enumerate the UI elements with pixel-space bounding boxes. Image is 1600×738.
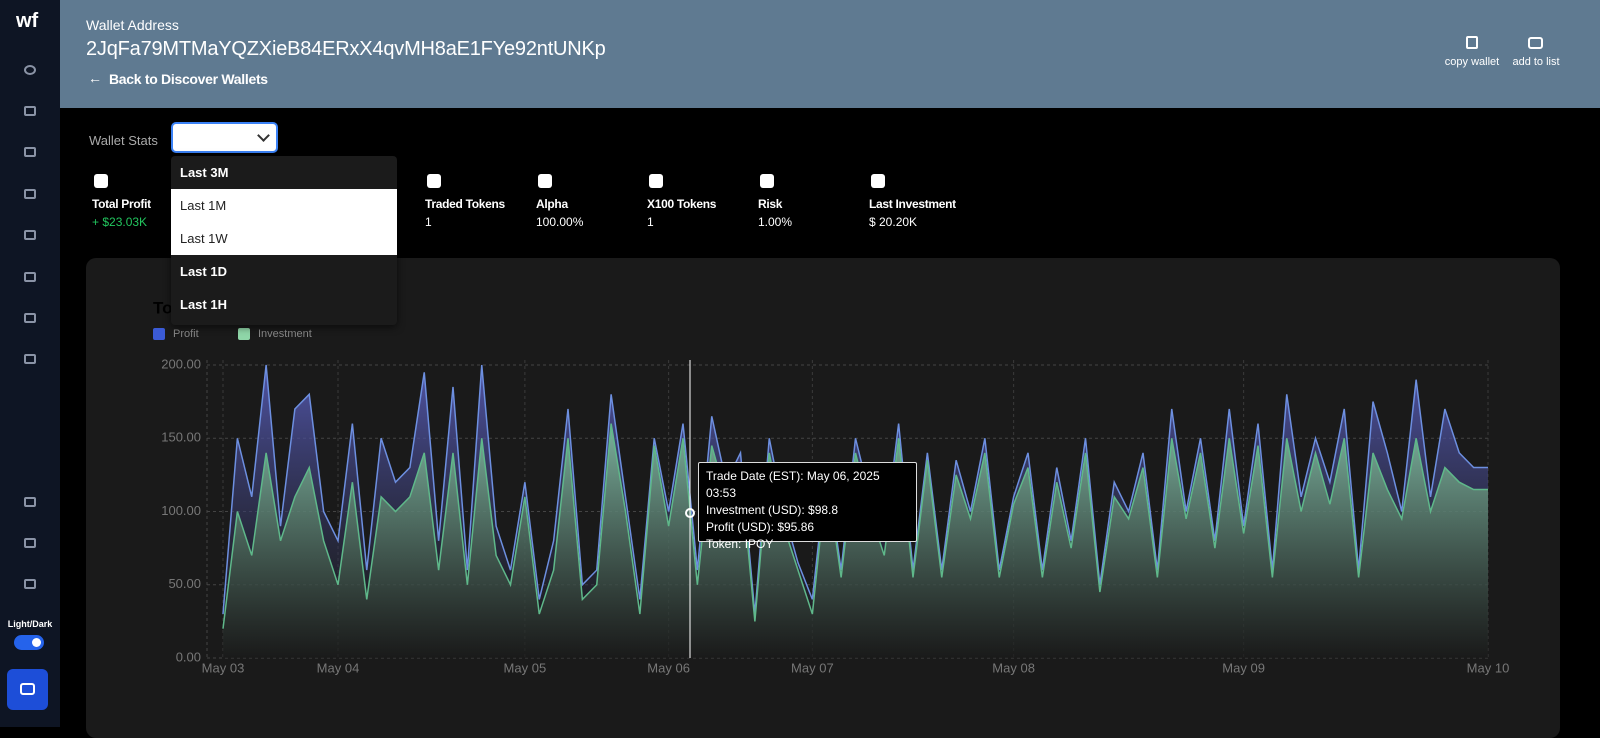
stat-label: Total Profit	[92, 197, 151, 211]
nav-icon[interactable]	[24, 497, 36, 507]
period-menu: Last 3M Last 1M Last 1W Last 1D Last 1H	[171, 156, 397, 325]
line	[222, 423, 1488, 629]
line	[222, 364, 1488, 615]
nav-icon[interactable]	[24, 230, 36, 240]
stat-value: + $23.03K	[92, 215, 148, 229]
add-to-list[interactable]: add to list	[1512, 56, 1560, 68]
stat-label: Risk	[758, 197, 783, 211]
header-label: Wallet Address	[86, 17, 179, 33]
stat-label: Last Investment	[869, 197, 956, 211]
tooltip-line: Profit (USD): $95.86	[706, 520, 815, 534]
copy-wallet[interactable]: copy wallet	[1444, 56, 1500, 68]
theme-label: Light/Dark	[7, 619, 53, 629]
period-select[interactable]	[171, 122, 278, 153]
tooltip: Trade Date (EST): May 06, 2025 03:53 Inve…	[698, 462, 917, 551]
x-tick-label: May 06	[647, 660, 690, 675]
y-tick-label: 0.00	[176, 649, 201, 664]
stat-icon	[94, 174, 108, 188]
legend-swatch	[153, 328, 165, 340]
logout-icon[interactable]	[24, 579, 36, 589]
nav-icon[interactable]	[24, 354, 36, 364]
sidebar: wf Light/Dark	[0, 0, 60, 727]
option[interactable]: Last 1H	[180, 297, 227, 312]
option[interactable]: Last 1D	[180, 264, 227, 279]
stat-value: 1	[425, 215, 432, 229]
tooltip-line: Investment (USD): $98.8	[706, 503, 839, 517]
header: Wallet Address 2JqFa79MTMaYQZXieB84ERxX4…	[60, 0, 1600, 108]
logo[interactable]: wf	[16, 10, 39, 32]
y-tick-label: 150.00	[161, 430, 201, 445]
option[interactable]: Last 1W	[171, 222, 397, 255]
wallet-address: 2JqFa79MTMaYQZXieB84ERxX4qvMH8aE1FYe92nt…	[86, 38, 606, 60]
stat-value: $ 20.20K	[869, 215, 918, 229]
stat-value: 1	[647, 215, 654, 229]
stat-label: Alpha	[536, 197, 568, 211]
wallet-button[interactable]	[7, 669, 48, 710]
y-tick-label: 200.00	[161, 356, 201, 371]
stat-icon	[649, 174, 663, 188]
chart-title: To	[153, 298, 173, 317]
x-tick-label: May 10	[1467, 660, 1510, 675]
legend-label: Profit	[173, 328, 199, 340]
stat-value: 100.00%	[536, 215, 584, 229]
stat-icon	[871, 174, 885, 188]
stat-icon	[427, 174, 441, 188]
x-tick-label: May 03	[202, 660, 245, 675]
search-icon[interactable]	[24, 65, 36, 75]
nav-icon[interactable]	[24, 272, 36, 282]
stat-icon	[538, 174, 552, 188]
tooltip-line: Token: IPOY	[706, 537, 774, 551]
x-tick-label: May 08	[992, 660, 1035, 675]
stat-label: X100 Tokens	[647, 197, 717, 211]
cursor-dot	[685, 508, 695, 518]
x-tick-label: May 09	[1222, 660, 1265, 675]
stat-value: 1.00%	[758, 215, 793, 229]
y-tick-label: 50.00	[168, 576, 201, 591]
nav-icon[interactable]	[24, 538, 36, 548]
x-tick-label: May 07	[791, 660, 834, 675]
option[interactable]: Last 3M	[180, 165, 229, 180]
x-tick-label: May 04	[317, 660, 360, 675]
nav-icon[interactable]	[24, 313, 36, 323]
nav-icon[interactable]	[24, 106, 36, 116]
filter-label: Wallet Stats	[89, 133, 158, 148]
legend-swatch	[238, 328, 250, 340]
legend-label: Investment	[258, 328, 312, 340]
theme-toggle[interactable]	[14, 635, 44, 650]
stat-icon	[760, 174, 774, 188]
nav-icon[interactable]	[24, 147, 36, 157]
option[interactable]: Last 1M	[171, 189, 397, 222]
back-link[interactable]: Back to Discover Wallets	[109, 71, 268, 87]
x-tick-label: May 05	[504, 660, 547, 675]
stat-label: Traded Tokens	[425, 197, 505, 211]
nav-icon[interactable]	[24, 189, 36, 199]
y-tick-label: 100.00	[161, 503, 201, 518]
tooltip-line: Trade Date (EST): May 06, 2025 03:53	[706, 469, 880, 500]
